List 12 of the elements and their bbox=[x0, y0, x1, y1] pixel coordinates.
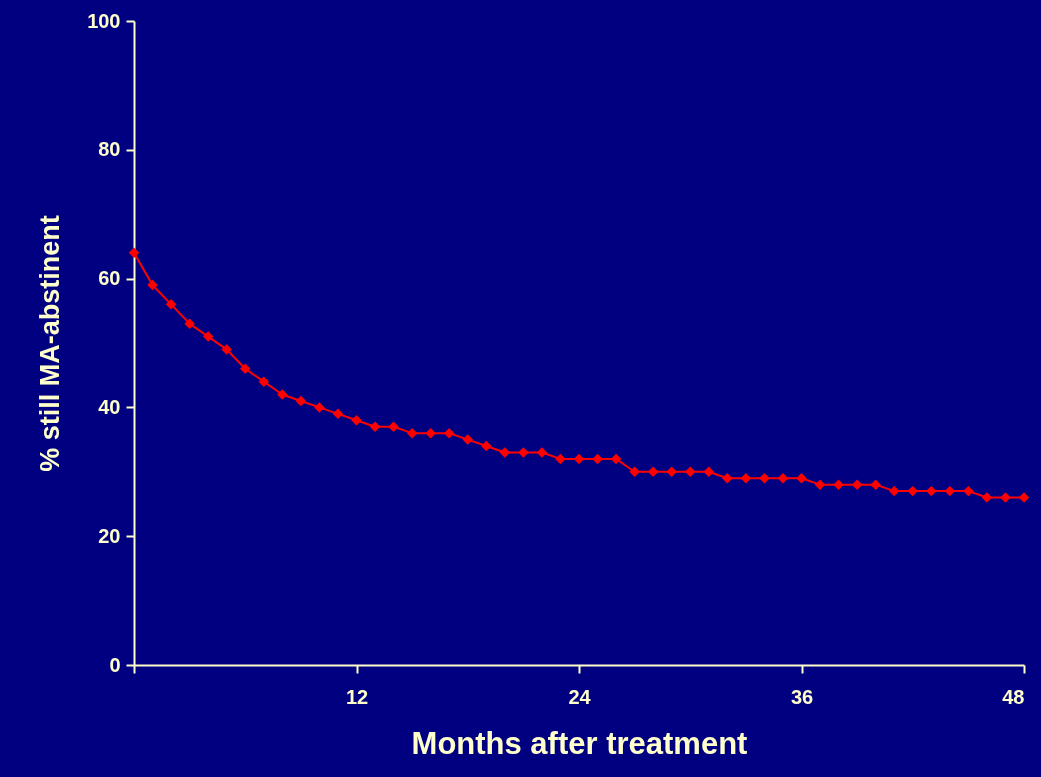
y-tick-label: 0 bbox=[109, 653, 121, 676]
y-tick-label: 100 bbox=[87, 9, 121, 32]
y-tick-label: 40 bbox=[98, 395, 121, 418]
y-axis-title: % still MA-abstinent bbox=[35, 215, 66, 472]
x-tick-label: 24 bbox=[568, 685, 592, 708]
x-tick-label: 48 bbox=[1002, 685, 1025, 708]
y-tick-label: 60 bbox=[98, 267, 121, 290]
x-tick-label: 12 bbox=[345, 685, 369, 708]
x-axis-title: Months after treatment bbox=[411, 725, 748, 761]
y-tick-label: 20 bbox=[98, 524, 121, 547]
y-tick-label: 80 bbox=[98, 138, 121, 161]
x-tick-label: 36 bbox=[790, 685, 814, 708]
